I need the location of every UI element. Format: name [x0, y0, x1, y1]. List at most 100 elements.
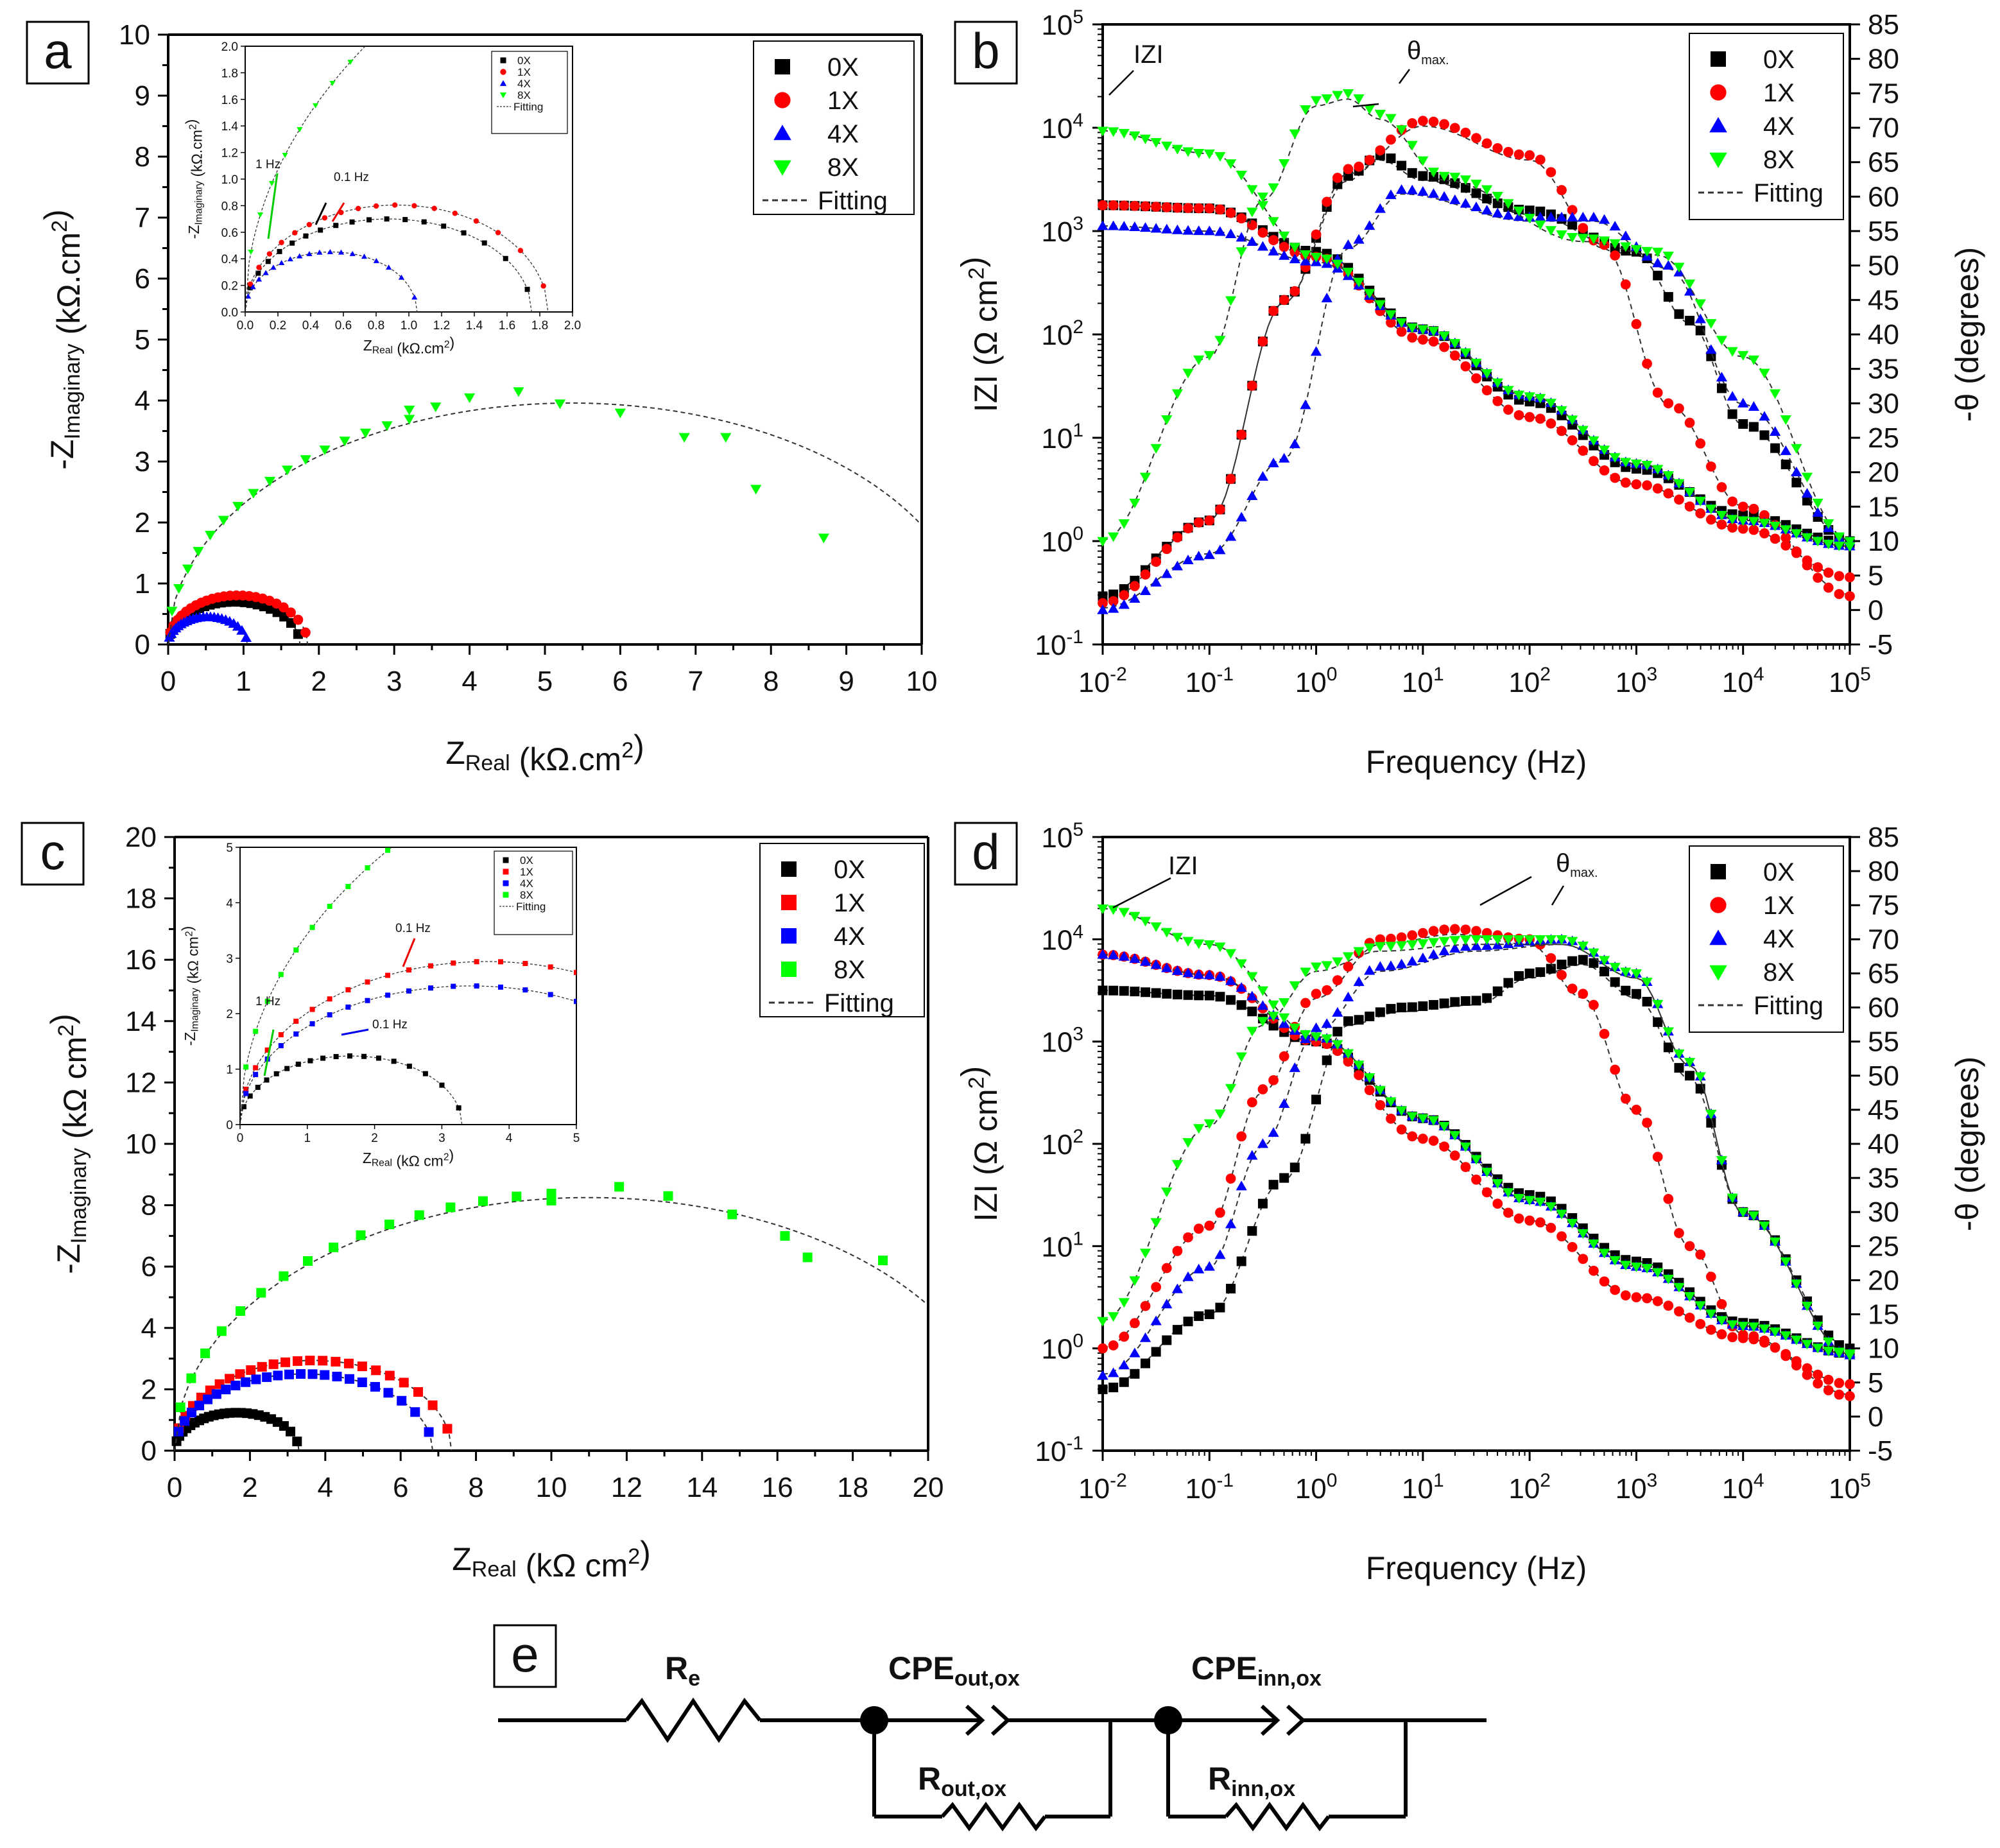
magnitude-point-4X: [1150, 959, 1162, 969]
phase-point-0X: [1151, 1347, 1161, 1357]
phase-point-1X: [1449, 123, 1460, 134]
legend-marker-4X: [1709, 929, 1727, 946]
inset-point-0X: [277, 248, 282, 254]
magnitude-point-8X: [1129, 131, 1141, 141]
inset-x-tick-label: 2: [371, 1132, 378, 1145]
magnitude-point-8X: [1364, 289, 1375, 299]
phase-point-4X: [1118, 599, 1130, 609]
magnitude-point-1X: [1268, 235, 1279, 245]
phase-point-8X: [1300, 105, 1311, 116]
phase-point-4X: [1097, 1370, 1108, 1380]
y2-tick-label: 70: [1868, 112, 1899, 144]
phase-point-8X: [1492, 935, 1503, 945]
magnitude-point-8X: [1567, 415, 1578, 426]
inset-x-tick-label: 0.4: [302, 319, 320, 332]
legend-marker-1X: [1710, 84, 1727, 101]
phase-point-0X: [1354, 1015, 1364, 1025]
inset-y-tick-label: 1.8: [221, 67, 238, 80]
magnitude-point-8X: [1673, 479, 1685, 489]
phase-point-8X: [1684, 279, 1696, 289]
magnitude-point-1X: [1695, 508, 1706, 519]
phase-point-4X: [1470, 201, 1482, 211]
legend-marker-8X: [1709, 152, 1727, 168]
inset-point-1X: [431, 205, 437, 211]
y2-axis-title: -θ (degrees): [1949, 247, 1985, 422]
phase-point-8X: [1620, 242, 1632, 252]
phase-point-4X: [1225, 1218, 1237, 1229]
panel-e-circuit: e Re CPEout,ox CPEinn,ox Rout,ox Rinn,ox: [493, 1624, 1487, 1832]
phase-point-4X: [1203, 549, 1215, 559]
magnitude-point-1X: [1513, 410, 1524, 420]
magnitude-point-1X: [1449, 350, 1460, 361]
x-tick-label: 10-1: [1185, 1470, 1234, 1505]
phase-point-0X: [1460, 996, 1470, 1006]
phase-point-8X: [1161, 1187, 1173, 1198]
magnitude-point-8X: [1332, 259, 1343, 270]
magnitude-point-8X: [1684, 1292, 1696, 1302]
phase-point-4X: [1246, 1150, 1258, 1160]
phase-point-1X: [1161, 544, 1172, 555]
fit-phase-4X: [1102, 944, 1850, 1375]
panel-c-nyquist: 0 2 4 6 8 10 12 14 16 18 2002468101214161820ZReal …: [21, 822, 944, 1584]
phase-point-8X: [1257, 1017, 1269, 1027]
magnitude-point-8X: [1844, 542, 1856, 552]
magnitude-point-1X: [1204, 203, 1215, 214]
phase-point-4X: [1460, 941, 1471, 951]
phase-point-0X: [1215, 1302, 1225, 1313]
phase-point-8X: [1470, 935, 1482, 945]
phase-point-1X: [1524, 150, 1535, 160]
inset-fit-1X: [240, 961, 576, 1125]
magnitude-point-4X: [1279, 1018, 1290, 1028]
inset-point-4X: [451, 983, 456, 989]
phase-point-8X: [1748, 1211, 1759, 1222]
inset-point-4X: [279, 260, 285, 266]
inset-point-0X: [375, 1055, 381, 1061]
phase-point-0X: [1663, 1042, 1673, 1053]
inset-point-0X: [255, 270, 261, 276]
panel-d-bode: 10-2 10-1 100 101 102 103 104 10510-11001011021…: [954, 819, 1985, 1586]
phase-point-1X: [1257, 336, 1268, 347]
inset-point-8X: [365, 865, 370, 871]
magnitude-point-8X: [1545, 1202, 1557, 1213]
data-point-8X: [182, 564, 194, 574]
data-point-4X: [332, 1372, 342, 1382]
cpe-inn-element: [1260, 1704, 1280, 1736]
phase-point-0X: [1674, 1063, 1684, 1073]
phase-point-1X: [1375, 145, 1386, 156]
phase-point-8X: [1438, 937, 1450, 947]
phase-point-1X: [1642, 1118, 1652, 1128]
phase-point-4X: [1342, 991, 1354, 1001]
phase-point-1X: [1620, 1093, 1631, 1104]
y2-tick-label: 55: [1868, 216, 1899, 247]
inset-legend-marker-0X: [500, 57, 506, 64]
phase-point-4X: [1662, 260, 1674, 270]
phase-point-8X: [1289, 129, 1300, 139]
magnitude-point-1X: [1770, 533, 1780, 544]
phase-point-4X: [1374, 961, 1386, 971]
phase-point-0X: [1578, 954, 1588, 965]
magnitude-point-1X: [1119, 200, 1130, 211]
magnitude-point-8X: [1203, 149, 1215, 159]
inset-point-1X: [451, 960, 456, 966]
inset-y-axis-title: -ZImaginary (kΩ cm2): [178, 926, 201, 1046]
phase-point-4X: [1171, 560, 1184, 571]
phase-point-0X: [1482, 993, 1492, 1003]
legend-label-0X: 0X: [1763, 858, 1795, 886]
magnitude-point-8X: [1609, 1256, 1621, 1266]
inset-point-0X: [461, 230, 467, 236]
phase-point-1X: [1364, 155, 1375, 166]
magnitude-point-4X: [1193, 969, 1205, 979]
magnitude-point-8X: [1257, 986, 1269, 996]
magnitude-point-1X: [1513, 1213, 1524, 1224]
magnitude-point-4X: [1257, 1000, 1269, 1010]
y-tick-label: 100: [1041, 1331, 1083, 1365]
magnitude-point-1X: [1567, 435, 1578, 445]
phase-point-0X: [1716, 383, 1727, 393]
magnitude-point-1X: [1674, 1306, 1684, 1317]
inset-point-8X: [278, 972, 284, 978]
inset-x-tick-label: 1.8: [531, 319, 548, 332]
phase-point-4X: [1395, 958, 1408, 969]
phase-point-8X: [1833, 1347, 1845, 1358]
phase-point-4X: [1193, 550, 1205, 560]
data-point-4X: [307, 1369, 318, 1379]
